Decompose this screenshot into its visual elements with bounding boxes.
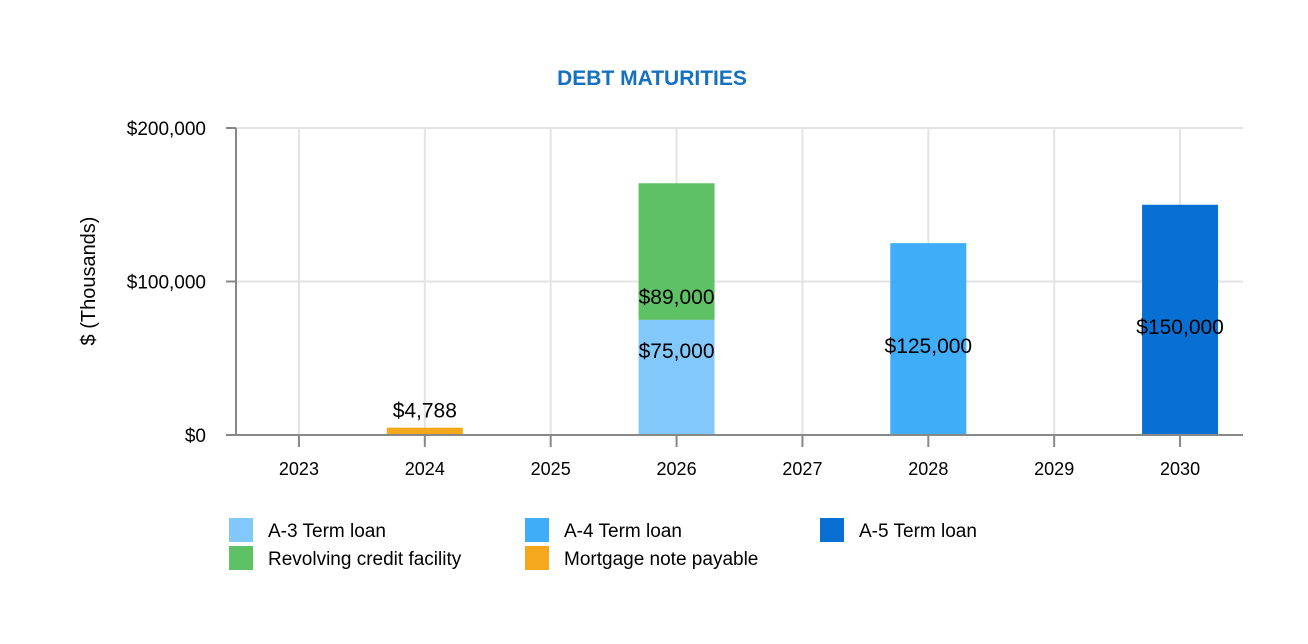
legend-swatch (525, 546, 549, 570)
y-tick-label: $200,000 (127, 119, 206, 140)
legend-label: A-3 Term loan (268, 521, 386, 542)
data-label: $89,000 (639, 286, 715, 309)
bar-a-4-term-loan-2028 (890, 243, 967, 435)
legend-label: Revolving credit facility (268, 549, 462, 570)
y-tick-label: $0 (185, 426, 206, 447)
data-label: $150,000 (1136, 316, 1224, 339)
x-tick-label: 2026 (657, 459, 697, 479)
chart-title: DEBT MATURITIES (557, 67, 747, 90)
legend-label: A-5 Term loan (859, 521, 977, 542)
legend-swatch (229, 518, 253, 542)
legend-swatch (525, 518, 549, 542)
bar-a-3-term-loan-2026 (638, 319, 715, 435)
legend-swatch (229, 546, 253, 570)
bar-mortgage-note-payable-2024 (386, 427, 463, 435)
legend-label: Mortgage note payable (564, 549, 758, 570)
x-tick-label: 2027 (782, 459, 822, 479)
y-axis-label: $ (Thousands) (78, 217, 100, 346)
data-label: $125,000 (885, 335, 973, 358)
x-tick-label: 2029 (1034, 459, 1074, 479)
x-tick-label: 2028 (908, 459, 948, 479)
x-tick-label: 2023 (279, 459, 319, 479)
bar-a-5-term-loan-2030 (1142, 204, 1219, 435)
legend-swatch (820, 518, 844, 542)
y-tick-label: $100,000 (127, 273, 206, 294)
data-label: $4,788 (393, 400, 457, 423)
data-label: $75,000 (639, 340, 715, 363)
x-tick-label: 2030 (1160, 459, 1200, 479)
legend-label: A-4 Term loan (564, 521, 682, 542)
x-tick-label: 2025 (531, 459, 571, 479)
x-tick-label: 2024 (405, 459, 445, 479)
bar-revolving-credit-facility-2026 (638, 183, 715, 320)
